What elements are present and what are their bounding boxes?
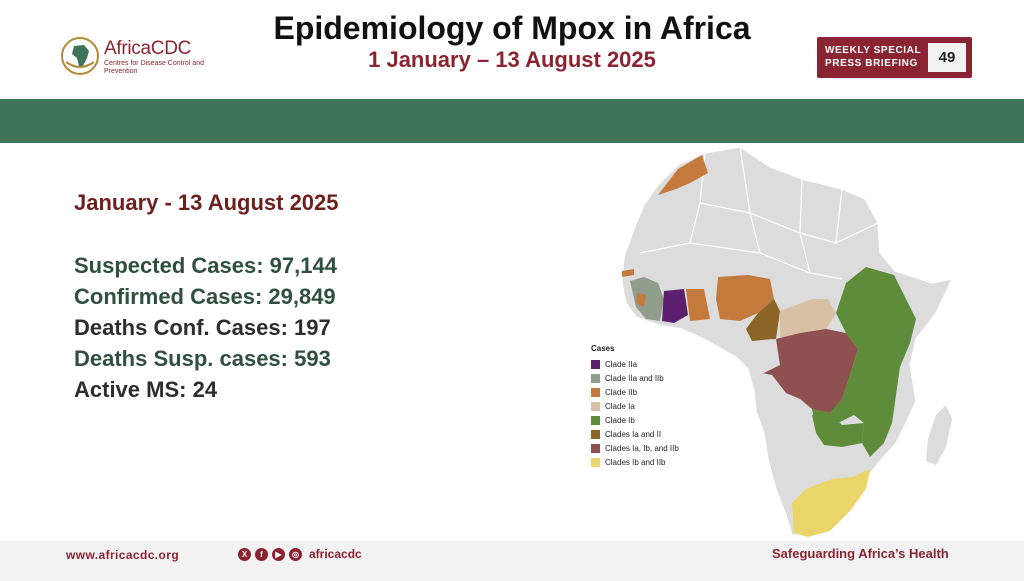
period-heading: January - 13 August 2025 — [74, 190, 339, 215]
briefing-number: 49 — [928, 43, 966, 72]
legend-swatch — [591, 387, 600, 397]
legend-swatch — [591, 359, 600, 369]
footer-slogan: Safeguarding Africa’s Health — [772, 546, 949, 561]
legend-label: Clade IIa — [605, 359, 638, 369]
legend-label: Clades Ia and II — [605, 429, 662, 439]
region-east-africa — [812, 267, 916, 457]
legend-item: Clade Ia — [591, 399, 701, 413]
stat-suspected-cases: Suspected Cases: 97,144 — [74, 253, 337, 278]
region-gabon — [754, 339, 780, 373]
legend-item: Clades Ib and IIb — [591, 455, 701, 469]
youtube-icon[interactable]: ▶ — [272, 547, 285, 561]
header-band — [0, 99, 1024, 143]
legend-label: Clades Ib and IIb — [605, 457, 666, 467]
region-zambia-malawi — [812, 413, 864, 447]
legend-item: Clade IIa — [591, 357, 701, 371]
legend-label: Clade Ia — [605, 401, 635, 411]
legend-swatch — [591, 401, 600, 411]
page-title: Epidemiology of Mpox in Africa — [273, 10, 751, 46]
region-south-africa — [792, 469, 870, 537]
social-handle: africacdc — [309, 547, 362, 561]
legend-item: Clades Ia, Ib, and IIb — [591, 441, 701, 455]
madagascar — [926, 405, 952, 465]
legend-label: Clade IIb — [605, 387, 638, 397]
logo-brand: AfricaCDC — [104, 38, 192, 59]
region-gambia — [622, 269, 634, 277]
africa-emblem-icon — [61, 37, 99, 75]
legend-swatch — [591, 429, 600, 439]
region-cameroon — [746, 299, 780, 341]
page-subtitle: 1 January – 13 August 2025 — [368, 47, 656, 72]
x-twitter-icon[interactable]: X — [238, 547, 251, 561]
legend-label: Clades Ia, Ib, and IIb — [605, 443, 679, 453]
legend-item: Clade IIa and IIb — [591, 371, 701, 385]
region-drc — [762, 329, 858, 413]
region-liberia — [636, 293, 646, 307]
legend-label: Clade IIa and IIb — [605, 373, 664, 383]
briefing-label-line2: PRESS BRIEFING — [825, 58, 918, 69]
legend-swatch — [591, 457, 600, 467]
website-link[interactable]: www.africacdc.org — [66, 548, 180, 562]
region-ghana — [686, 289, 710, 321]
region-guinea-sierraleone — [630, 277, 664, 321]
legend-item: Clade IIb — [591, 385, 701, 399]
briefing-label-line1: WEEKLY SPECIAL — [825, 45, 922, 56]
region-nigeria — [716, 275, 774, 321]
region-car — [780, 299, 836, 339]
legend-item: Clades Ia and II — [591, 427, 701, 441]
stats-list: Suspected Cases: 97,144 Confirmed Cases:… — [74, 250, 337, 405]
region-morocco — [658, 155, 708, 195]
map-legend: Cases Clade IIa Clade IIa and IIb Clade II… — [591, 344, 701, 469]
legend-label: Clade Ib — [605, 415, 635, 425]
legend-swatch — [591, 443, 600, 453]
region-cote-divoire — [662, 289, 688, 323]
legend-title: Cases — [591, 344, 615, 353]
social-links: X f ▶ ◎ africacdc — [238, 547, 362, 561]
logo-subtitle: Centres for Disease Control and Preventi… — [104, 60, 204, 75]
africacdc-logo: AfricaCDC Centres for Disease Control an… — [60, 36, 220, 82]
stat-deaths-confirmed: Deaths Conf. Cases: 197 — [74, 315, 331, 340]
africa-clade-map — [580, 143, 1024, 541]
stat-confirmed-cases: Confirmed Cases: 29,849 — [74, 284, 336, 309]
legend-rows: Clade IIa Clade IIa and IIb Clade IIb Clade… — [591, 357, 701, 469]
briefing-badge: WEEKLY SPECIAL PRESS BRIEFING 49 — [817, 37, 972, 78]
stat-active-ms: Active MS: 24 — [74, 377, 218, 402]
instagram-icon[interactable]: ◎ — [289, 547, 302, 561]
legend-item: Clade Ib — [591, 413, 701, 427]
facebook-icon[interactable]: f — [255, 547, 268, 561]
stat-deaths-suspected: Deaths Susp. cases: 593 — [74, 346, 331, 371]
legend-swatch — [591, 415, 600, 425]
briefing-label: WEEKLY SPECIAL PRESS BRIEFING — [825, 44, 925, 70]
footer-bar — [0, 541, 1024, 581]
legend-swatch — [591, 373, 600, 383]
